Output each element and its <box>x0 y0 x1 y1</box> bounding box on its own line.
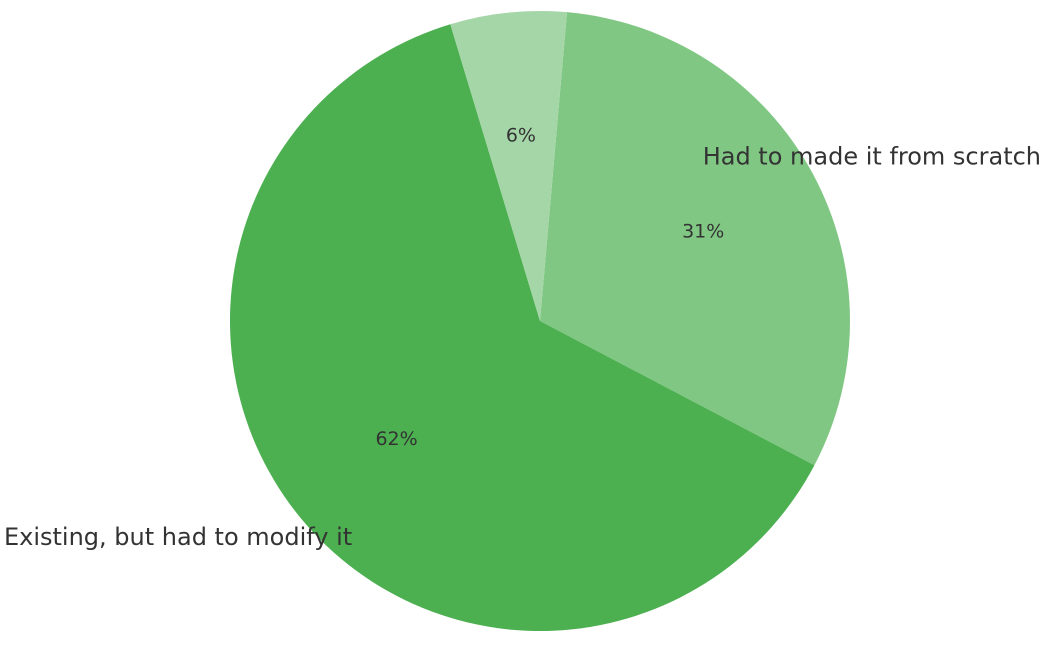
pie-percent-labels: 31% 62% 6% <box>375 125 724 450</box>
pie-slice-label-1: Existing, but had to modify it <box>4 523 352 551</box>
pie-slice-label-0: Had to made it from scratch <box>703 143 1041 171</box>
pie-slice-percent-1: 62% <box>375 428 417 450</box>
pie-slice-1 <box>229 24 815 632</box>
pie-slice-0 <box>540 12 850 466</box>
pie-category-labels: Had to made it from scratch Existing, but… <box>4 143 1041 551</box>
pie-slice-percent-0: 31% <box>682 220 724 242</box>
pie-slice-2 <box>450 11 568 322</box>
pie-slice-percent-2: 6% <box>506 125 536 147</box>
pie-slices <box>229 11 850 632</box>
